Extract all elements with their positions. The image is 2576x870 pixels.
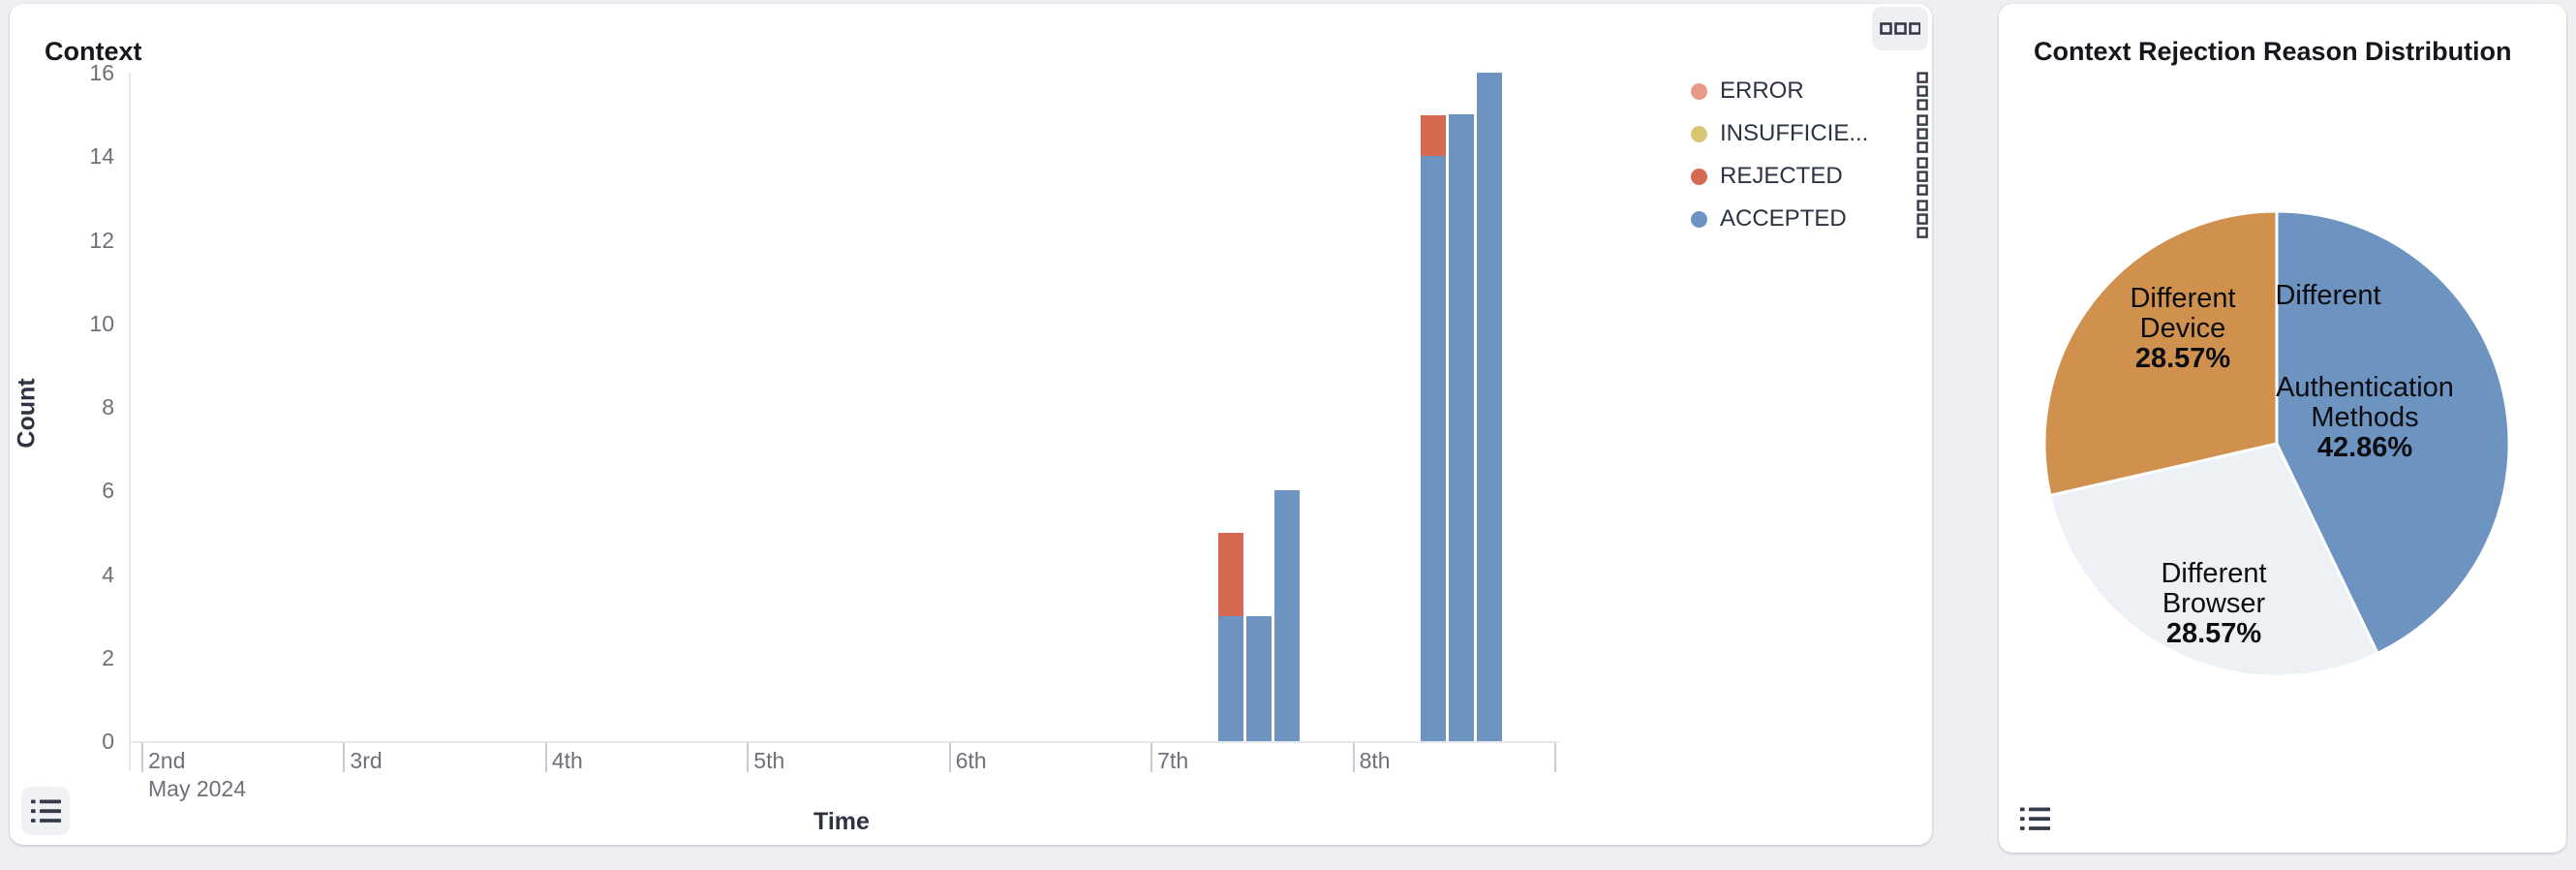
legend-item-accepted[interactable]: ACCEPTED xyxy=(1691,199,1929,239)
pie-label-browser: Different Browser 28.57% xyxy=(2161,558,2267,649)
list-icon xyxy=(2019,807,2050,830)
bar-segment-rejected[interactable] xyxy=(1420,115,1446,157)
legend-color-dot xyxy=(1691,125,1707,142)
x-tick-mark xyxy=(948,743,951,772)
panel-options-button[interactable] xyxy=(1872,7,1928,50)
bar-segment-rejected[interactable] xyxy=(1218,533,1244,616)
drag-handle-icon[interactable] xyxy=(1917,199,1929,239)
legend-color-dot xyxy=(1691,168,1707,185)
legend-list-toggle-button[interactable] xyxy=(2010,794,2059,843)
pie-label-device: Different Device 28.57% xyxy=(2130,283,2236,374)
pie-label-authentication-rest: Authentication Methods 42.86% xyxy=(2276,372,2454,463)
x-tick-mark xyxy=(1554,743,1556,772)
legend-item-label: ACCEPTED xyxy=(1720,205,1847,232)
x-tick-mark xyxy=(747,743,750,772)
x-tick-mark xyxy=(141,743,143,772)
bar-segment-accepted[interactable] xyxy=(1448,114,1474,741)
context-chart-card: Context Count Time 0 2 4 6 8 10 12 14 16 2nd 3rd 4t… xyxy=(10,4,1932,845)
pie-chart-card: Context Rejection Reason Distribution Di… xyxy=(1999,4,2566,853)
legend-color-dot xyxy=(1691,82,1707,100)
pie-slice-different-device[interactable]: Different Device 28.57% xyxy=(2042,209,2279,497)
drag-handle-icon[interactable] xyxy=(1917,113,1929,154)
pie-chart: Different Authentication Methods 42.86%D… xyxy=(2042,209,2511,678)
x-axis-line xyxy=(129,741,1559,743)
bar-chart-plot-area: Count Time 0 2 4 6 8 10 12 14 16 2nd 3rd 4th 5th 6th 7… xyxy=(10,4,1932,845)
y-axis-title: Count xyxy=(13,378,41,449)
x-tick-label: 2nd xyxy=(148,748,186,773)
x-tick-label: 6th xyxy=(955,748,987,773)
y-tick-label: 2 xyxy=(102,644,114,670)
x-tick-label: 5th xyxy=(753,748,785,773)
x-tick-mark xyxy=(343,743,346,772)
x-tick-mark xyxy=(544,743,547,772)
drag-handle-icon[interactable] xyxy=(1917,71,1929,111)
x-tick-label: 8th xyxy=(1359,748,1391,773)
bar-segment-accepted[interactable] xyxy=(1420,156,1446,741)
x-axis-title: Time xyxy=(813,808,870,835)
x-tick-label: 3rd xyxy=(350,748,383,773)
pie-slice-different-authentication-methods[interactable]: Different Authentication Methods 42.86% xyxy=(2275,209,2511,655)
y-tick-label: 4 xyxy=(102,561,114,587)
y-axis-line xyxy=(129,73,131,770)
y-tick-label: 10 xyxy=(89,310,114,336)
legend-item-insufficie[interactable]: INSUFFICIE... xyxy=(1691,113,1929,154)
legend-item-label: ERROR xyxy=(1720,78,1804,104)
y-tick-label: 12 xyxy=(89,227,114,253)
legend-item-rejected[interactable]: REJECTED xyxy=(1691,156,1929,197)
x-tick-mark xyxy=(1150,743,1153,772)
legend-color-dot xyxy=(1691,210,1707,228)
list-icon xyxy=(30,799,61,823)
x-tick-mark xyxy=(1352,743,1355,772)
y-tick-label: 0 xyxy=(102,729,114,754)
legend-item-label: INSUFFICIE... xyxy=(1720,120,1869,146)
bar-segment-accepted[interactable] xyxy=(1218,615,1244,741)
x-tick-label: 4th xyxy=(551,748,583,773)
y-tick-label: 8 xyxy=(102,394,114,419)
pie-label-authentication-word1: Different xyxy=(2275,280,2381,311)
y-tick-label: 14 xyxy=(89,143,114,170)
legend-list-toggle-button[interactable] xyxy=(21,787,70,835)
y-tick-label: 6 xyxy=(102,478,114,504)
bar-segment-accepted[interactable] xyxy=(1246,615,1273,741)
legend-item-error[interactable]: ERROR xyxy=(1691,71,1929,111)
pie-slice-different-browser[interactable]: Different Browser 28.57% xyxy=(2048,442,2379,678)
bar-segment-accepted[interactable] xyxy=(1476,73,1502,741)
x-axis-month-label: May 2024 xyxy=(148,776,247,801)
y-tick-label: 16 xyxy=(89,60,114,85)
legend-item-label: REJECTED xyxy=(1720,163,1843,189)
bar-segment-accepted[interactable] xyxy=(1274,490,1301,741)
card-title-rejection-distribution: Context Rejection Reason Distribution xyxy=(2034,37,2512,67)
drag-handle-icon[interactable] xyxy=(1917,156,1929,197)
grid-squares-icon xyxy=(1880,21,1920,35)
x-tick-label: 7th xyxy=(1157,748,1189,773)
card-title-context: Context xyxy=(45,37,142,67)
